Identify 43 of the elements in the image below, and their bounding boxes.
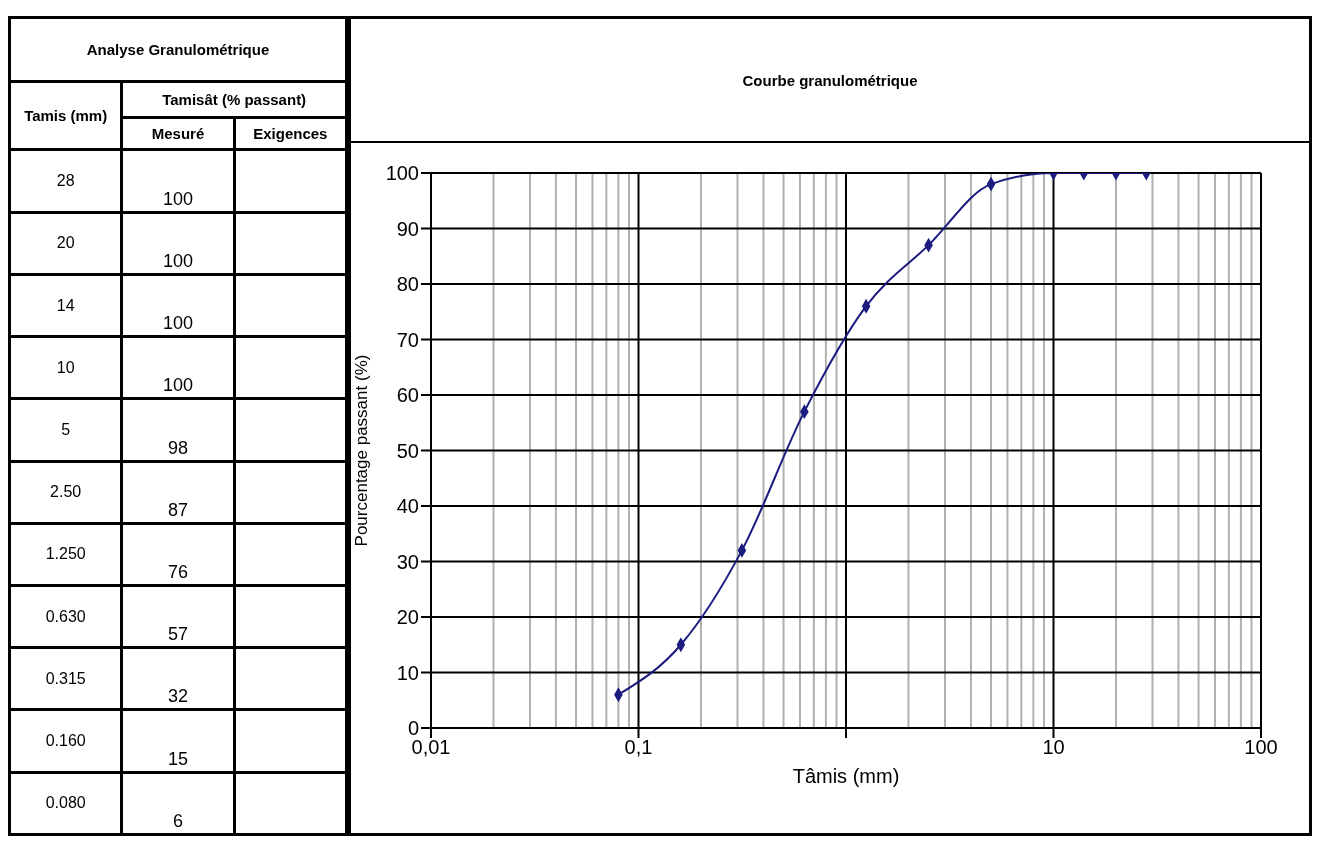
x-tick-label: 0,1 — [624, 736, 653, 759]
text: 0.315 — [9, 647, 122, 710]
y-tick-label: 40 — [396, 495, 419, 518]
x-axis-title: Tâmis (mm) — [792, 765, 900, 787]
text: 32 — [121, 647, 235, 710]
text: 2.50 — [9, 461, 122, 524]
x-tick-label: 100 — [1244, 736, 1278, 759]
y-axis-title: Pourcentage passant (%) — [352, 354, 372, 547]
text: 76 — [121, 523, 235, 586]
chart-title: Courbe granulométrique — [351, 19, 1309, 143]
y-tick-label: 90 — [396, 217, 419, 240]
text: 28 — [9, 149, 122, 213]
x-tick-label: 10 — [1042, 736, 1065, 759]
y-tick-label: 50 — [396, 439, 419, 462]
text: Analyse Granulométrique — [9, 17, 347, 82]
text: 10 — [9, 336, 122, 399]
text: Tamis (mm) — [9, 81, 122, 150]
text: Tamisât (% passant) — [121, 81, 347, 118]
text: 14 — [9, 274, 122, 337]
text: 0.080 — [9, 772, 122, 835]
y-tick-label: 60 — [396, 384, 419, 407]
text: 0.160 — [9, 709, 122, 773]
text: 5 — [9, 398, 122, 462]
y-tick-label: 30 — [396, 550, 419, 573]
y-tick-label: 10 — [396, 661, 419, 684]
text: 15 — [121, 709, 235, 773]
text: 100 — [121, 274, 235, 337]
text: 1.250 — [9, 523, 122, 586]
y-tick-label: 20 — [396, 606, 419, 629]
text: Mesuré — [121, 117, 235, 150]
text: 100 — [121, 149, 235, 213]
text: 57 — [121, 585, 235, 648]
text: 100 — [121, 212, 235, 275]
y-tick-label: 100 — [385, 162, 419, 185]
text: 20 — [9, 212, 122, 275]
text: 0.630 — [9, 585, 122, 648]
text: 98 — [121, 398, 235, 462]
text: 87 — [121, 461, 235, 524]
y-tick-label: 70 — [396, 328, 419, 351]
text: 6 — [121, 772, 235, 835]
y-tick-label: 80 — [396, 273, 419, 296]
text: 100 — [121, 336, 235, 399]
text: Exigences — [234, 117, 347, 150]
